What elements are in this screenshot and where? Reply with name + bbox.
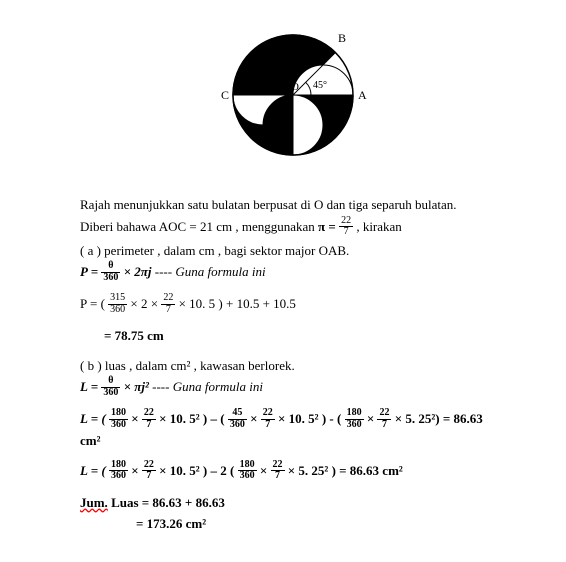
frac-theta-360: θ360 bbox=[101, 261, 120, 283]
jum-label: Jum. bbox=[80, 495, 108, 510]
diagram-container: O A B C 45° bbox=[80, 20, 506, 160]
calc-p: P = ( 315360 × 2 × 227 × 10. 5 ) + 10.5 … bbox=[80, 294, 506, 316]
label-c: C bbox=[221, 88, 229, 102]
answer-p: = 78.75 cm bbox=[80, 326, 506, 346]
label-b: B bbox=[338, 31, 346, 45]
label-angle: 45° bbox=[313, 80, 327, 91]
jum-line: Jum. Luas = 86.63 + 86.63 bbox=[80, 493, 506, 513]
label-a: A bbox=[358, 88, 367, 102]
calc-l2: L = ( 180360 × 227 × 10. 5² ) – 2 ( 1803… bbox=[80, 461, 506, 483]
part-b-label: ( b ) luas , dalam cm² , kawasan berlore… bbox=[80, 356, 506, 376]
circle-diagram: O A B C 45° bbox=[193, 20, 393, 160]
jum-answer: = 173.26 cm² bbox=[80, 514, 506, 534]
intro-line-1: Rajah menunjukkan satu bulatan berpusat … bbox=[80, 195, 506, 215]
formula-p: P = θ360 × 2πj ---- Guna formula ini bbox=[80, 262, 506, 284]
part-a-label: ( a ) perimeter , dalam cm , bagi sektor… bbox=[80, 241, 506, 261]
label-o: O bbox=[291, 81, 299, 93]
solution-text: Rajah menunjukkan satu bulatan berpusat … bbox=[80, 195, 506, 534]
calc-l1: L = ( 180360 × 227 × 10. 5² ) – ( 45360 … bbox=[80, 409, 506, 451]
formula-l: L = θ360 × πj² ---- Guna formula ini bbox=[80, 377, 506, 399]
frac-22-7: 227 bbox=[339, 216, 353, 238]
frac-315-360: 315360 bbox=[108, 293, 127, 315]
intro-line-2: Diberi bahawa AOC = 21 cm , menggunakan … bbox=[80, 217, 506, 239]
